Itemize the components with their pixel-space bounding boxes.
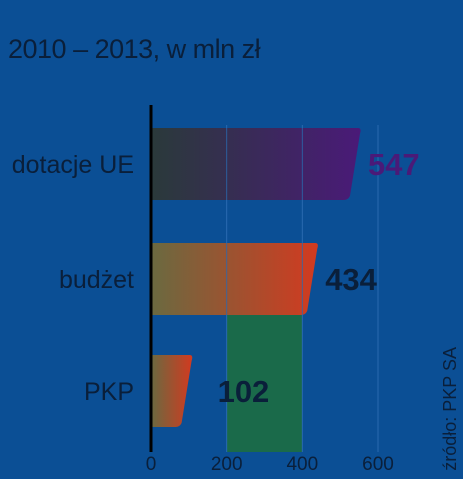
x-tick-label: 200 bbox=[211, 454, 243, 475]
highlight-band bbox=[226, 315, 303, 452]
source-note: źródło: PKP SA bbox=[440, 347, 460, 471]
x-tick-label: 0 bbox=[146, 454, 157, 475]
category-label: dotacje UE bbox=[12, 151, 134, 179]
category-label: budżet bbox=[59, 266, 134, 294]
bar-0 bbox=[151, 128, 361, 200]
bar-2 bbox=[151, 355, 193, 427]
category-label: PKP bbox=[84, 378, 134, 406]
x-tick-label: 600 bbox=[362, 454, 394, 475]
bar-1 bbox=[151, 243, 318, 315]
x-tick-label: 400 bbox=[286, 454, 318, 475]
value-label: 434 bbox=[325, 262, 377, 297]
value-label: 102 bbox=[218, 374, 270, 409]
chart-subtitle: 2010 – 2013, w mln zł bbox=[8, 34, 261, 64]
value-label: 547 bbox=[368, 147, 420, 182]
